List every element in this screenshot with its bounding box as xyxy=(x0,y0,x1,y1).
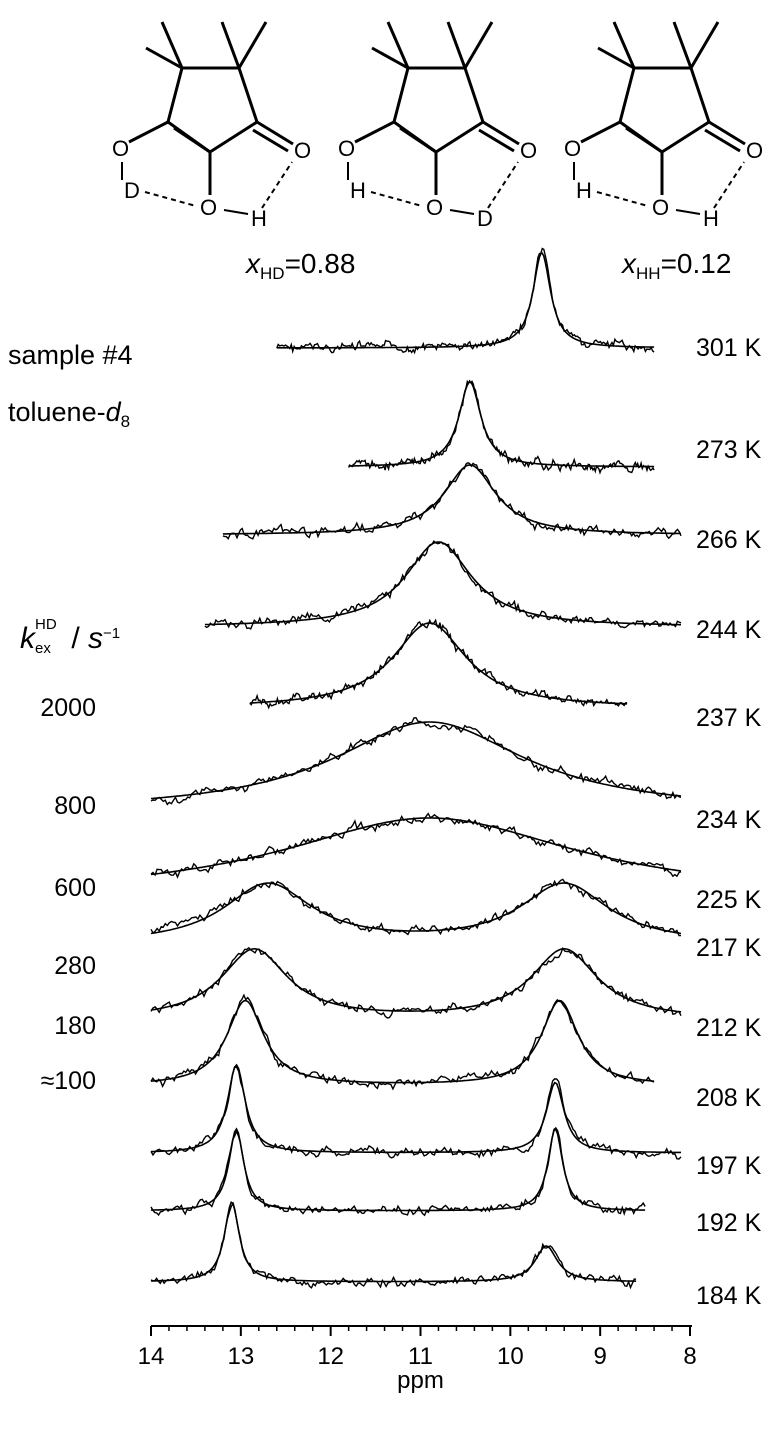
kex-value-label: 2000 xyxy=(40,694,96,722)
x-tick-label: 13 xyxy=(227,1343,254,1370)
kex-unit-label: k HD ex / s−1 xyxy=(20,616,121,657)
solvent-label: toluene-d8 xyxy=(8,397,131,431)
kex-value-label: 800 xyxy=(54,792,96,820)
spectrum-trace-301K xyxy=(276,247,655,355)
x-tick-label: 11 xyxy=(408,1343,433,1370)
temperature-label: 301 K xyxy=(696,334,762,362)
spectrum-trace-197K xyxy=(150,1066,682,1160)
x-tick-label: 12 xyxy=(317,1343,344,1370)
spectrum-trace-266K xyxy=(222,462,682,540)
spectrum-trace-212K xyxy=(150,946,682,1019)
fit-curve-266K xyxy=(222,464,681,535)
spectrum-trace-234K xyxy=(150,716,682,806)
x-tick-label: 10 xyxy=(497,1343,524,1370)
atom-label: O xyxy=(112,136,129,161)
spectra-group xyxy=(150,247,682,1290)
molecule-3 xyxy=(573,21,746,215)
atom-label: O xyxy=(746,138,763,163)
temperature-label: 217 K xyxy=(696,934,762,962)
atom-label: O xyxy=(564,136,581,161)
temperature-label: 212 K xyxy=(696,1014,762,1042)
fit-curve-301K xyxy=(276,252,655,349)
atom-label: O xyxy=(294,138,311,163)
temperature-label: 237 K xyxy=(696,704,762,732)
atom-label: D xyxy=(124,178,140,203)
spectrum-trace-208K xyxy=(150,993,655,1091)
kex-value-label: 180 xyxy=(54,1012,96,1040)
atom-label: D xyxy=(477,206,493,231)
fit-curve-184K xyxy=(150,1201,637,1283)
spectrum-trace-273K xyxy=(347,379,655,475)
fit-curve-197K xyxy=(150,1063,681,1154)
molecule-1-atoms: O D O H O xyxy=(112,136,311,231)
spectrum-trace-184K xyxy=(150,1201,637,1290)
x-tick-label: 9 xyxy=(593,1343,606,1370)
fit-curve-225K xyxy=(150,817,682,876)
atom-label: O xyxy=(520,138,537,163)
molecule-2-atoms: O H O D O xyxy=(338,136,537,231)
fit-curve-237K xyxy=(249,622,628,705)
molecule-2 xyxy=(347,21,520,215)
fit-curve-212K xyxy=(150,947,682,1013)
atom-label: O xyxy=(652,195,669,220)
temperature-label: 266 K xyxy=(696,526,762,554)
spectrum-trace-237K xyxy=(249,618,628,710)
atom-label: H xyxy=(703,206,719,231)
x-hd-label: xHD=0.88 xyxy=(246,248,356,283)
fit-curve-208K xyxy=(150,999,655,1084)
temperature-label: 234 K xyxy=(696,806,762,834)
kex-value-label: 280 xyxy=(54,952,96,980)
temperature-label: 273 K xyxy=(696,436,762,464)
spectrum-trace-244K xyxy=(204,540,682,630)
x-tick-label: 14 xyxy=(138,1343,165,1370)
atom-label: O xyxy=(426,195,443,220)
molecule-3-atoms: O H O H O xyxy=(564,136,763,231)
spectrum-trace-217K xyxy=(150,878,681,937)
x-hh-label: xHH=0.12 xyxy=(622,248,732,283)
atom-label: O xyxy=(200,195,217,220)
atom-label: H xyxy=(350,178,366,203)
temperature-label: 192 K xyxy=(696,1209,762,1237)
atom-label: H xyxy=(251,206,267,231)
molecule-1 xyxy=(121,21,294,215)
x-axis: 14 13 12 11 10 9 8 ppm xyxy=(138,1325,697,1394)
kex-value-label: 600 xyxy=(54,874,96,902)
sample-label: sample #4 xyxy=(8,340,133,370)
temperature-label: 197 K xyxy=(696,1152,762,1180)
temperature-label: 208 K xyxy=(696,1084,762,1112)
temperature-label: 184 K xyxy=(696,1282,762,1310)
spectrum-trace-192K xyxy=(150,1126,646,1217)
atom-label: H xyxy=(576,178,592,203)
fit-curve-192K xyxy=(150,1127,646,1212)
x-tick-label: 8 xyxy=(683,1343,696,1370)
x-axis-label: ppm xyxy=(397,1367,444,1394)
fit-curve-217K xyxy=(150,882,682,935)
fit-curve-244K xyxy=(204,541,681,626)
temperature-label: 244 K xyxy=(696,616,762,644)
kex-value-label: ≈100 xyxy=(40,1067,96,1095)
temperature-label: 225 K xyxy=(696,886,762,914)
spectrum-trace-225K xyxy=(150,812,682,879)
atom-label: O xyxy=(338,136,355,161)
